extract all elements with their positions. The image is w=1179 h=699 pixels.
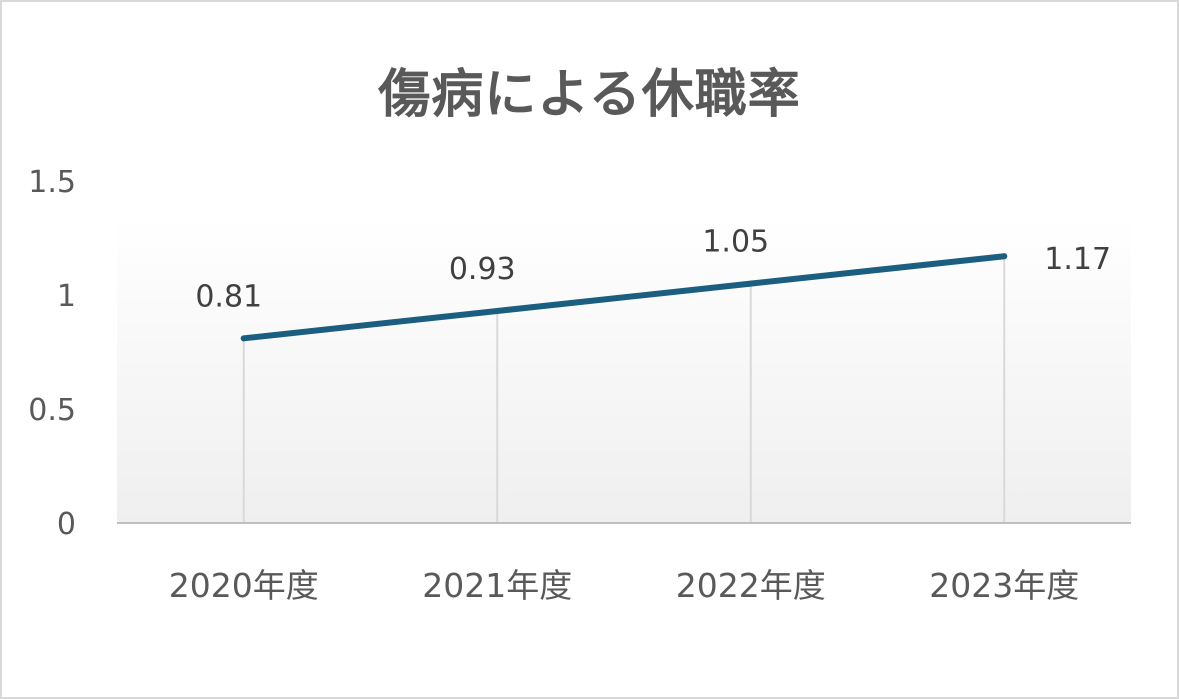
y-tick-label: 1 xyxy=(57,279,76,314)
data-point xyxy=(240,335,247,342)
y-tick-label: 0 xyxy=(57,507,76,542)
data-label: 0.93 xyxy=(449,252,516,287)
x-tick-label: 2021年度 xyxy=(422,566,572,605)
chart-title: 傷病による休職率 xyxy=(378,65,801,125)
data-point xyxy=(747,280,754,287)
y-tick-label: 1.5 xyxy=(28,165,76,200)
data-label: 1.05 xyxy=(702,225,769,260)
data-point xyxy=(1001,253,1008,260)
data-point xyxy=(494,307,501,314)
data-label: 0.81 xyxy=(195,279,262,314)
x-tick-label: 2022年度 xyxy=(676,566,826,605)
x-tick-label: 2020年度 xyxy=(169,566,319,605)
x-tick-label: 2023年度 xyxy=(929,566,1079,605)
data-label: 1.17 xyxy=(1044,242,1111,277)
y-tick-label: 0.5 xyxy=(28,393,76,428)
plot-area xyxy=(117,217,1131,523)
series-line xyxy=(240,253,1008,342)
